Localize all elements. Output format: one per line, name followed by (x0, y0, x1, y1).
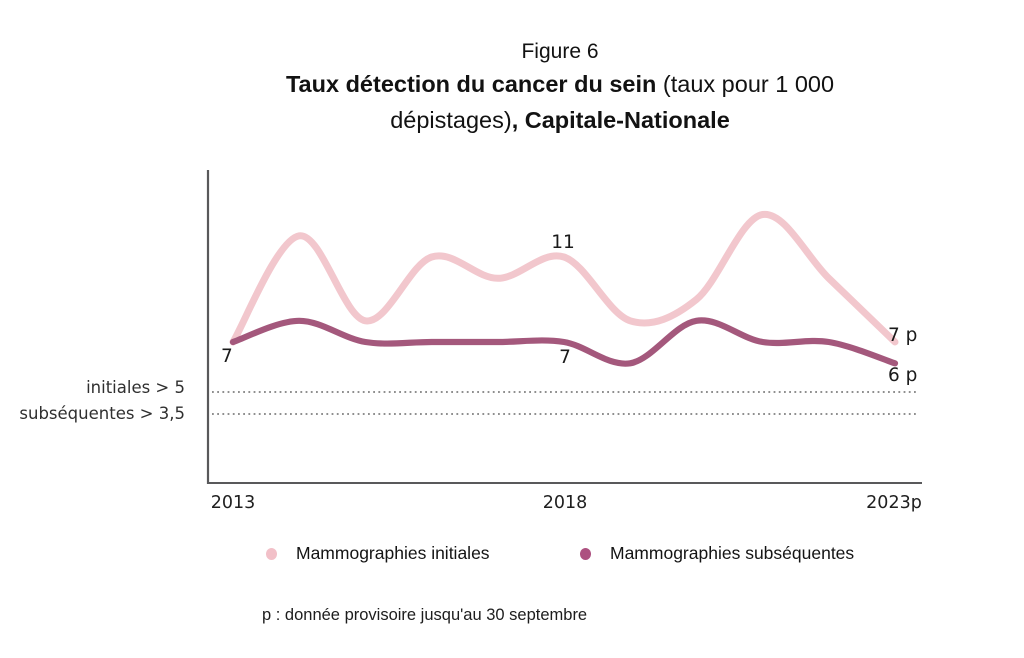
figure-title-line-2: dépistages), Capitale-Nationale (96, 102, 1024, 138)
legend-item-subsequentes: Mammographies subséquentes (580, 543, 854, 564)
figure-label: Figure 6 (521, 40, 599, 63)
annotation-initiales-2013: 7 (221, 346, 233, 367)
annotation-subsequentes-2018: 7 (559, 347, 571, 368)
legend-label-subsequentes: Mammographies subséquentes (610, 543, 855, 563)
annotation-subsequentes-2023: 6 p (888, 365, 918, 386)
figure-header: Figure 6 Taux détection du cancer du sei… (96, 38, 1024, 138)
title-regular-part: (taux pour 1 000 (656, 71, 835, 97)
figure-title-line-1: Taux détection du cancer du sein (taux p… (96, 66, 1024, 102)
x-tick-2023p: 2023p (866, 493, 922, 513)
ref-label-subsequentes: subséquentes > 3,5 (19, 404, 185, 423)
annotation-initiales-2023: 7 p (888, 325, 918, 346)
title-bold-part-2: , Capitale-Nationale (511, 107, 730, 133)
legend-item-initiales: Mammographies initiales (266, 543, 490, 564)
title-regular-part-2: dépistages) (390, 107, 512, 133)
annotation-initiales-2018: 11 (551, 232, 575, 253)
x-tick-2013: 2013 (210, 493, 256, 513)
legend-label-initiales: Mammographies initiales (296, 543, 490, 563)
legend-swatch-initiales-icon (266, 547, 277, 560)
series-initiales-line (229, 210, 899, 346)
legend-swatch-subsequentes-icon (580, 547, 591, 560)
series-subsequentes-line (229, 317, 899, 367)
ref-label-initiales: initiales > 5 (86, 378, 185, 397)
title-bold-part: Taux détection du cancer du sein (285, 71, 657, 97)
x-tick-2018: 2018 (542, 493, 588, 513)
footnote: p : donnée provisoire jusqu'au 30 septem… (262, 606, 588, 624)
